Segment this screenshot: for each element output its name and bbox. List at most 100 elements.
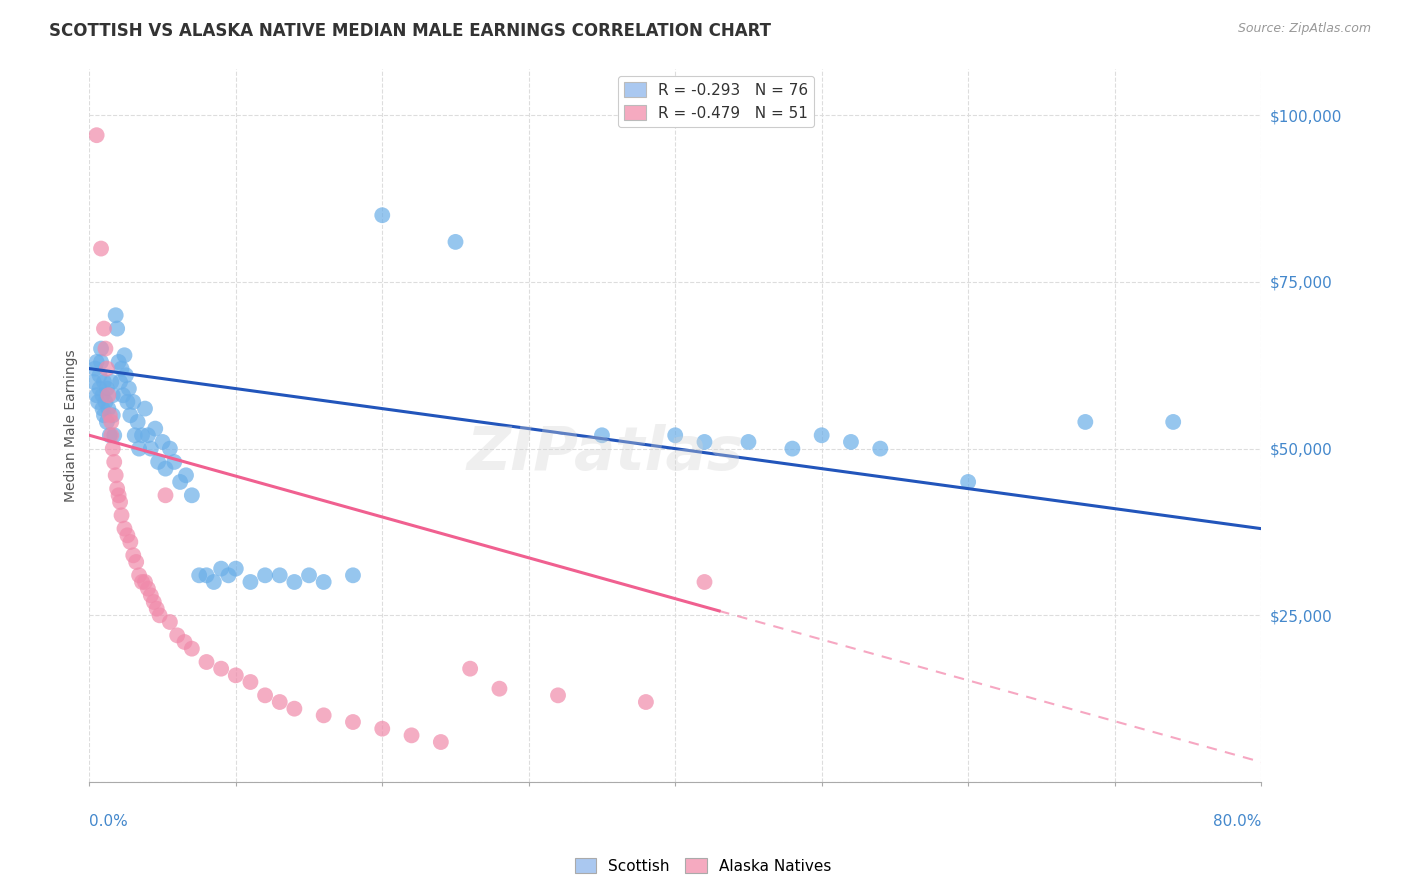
Point bbox=[101, 409, 124, 423]
Point bbox=[430, 735, 453, 749]
Point bbox=[209, 662, 232, 676]
Point bbox=[188, 568, 211, 582]
Point bbox=[114, 348, 136, 362]
Point bbox=[209, 561, 232, 575]
Point bbox=[225, 561, 247, 575]
Point bbox=[117, 528, 139, 542]
Point bbox=[89, 368, 111, 383]
Point bbox=[131, 428, 153, 442]
Point bbox=[634, 695, 657, 709]
Point bbox=[125, 555, 148, 569]
Point bbox=[120, 409, 142, 423]
Point bbox=[120, 535, 142, 549]
Point bbox=[371, 722, 394, 736]
Point bbox=[93, 321, 115, 335]
Point bbox=[283, 574, 305, 589]
Point bbox=[96, 361, 118, 376]
Point bbox=[693, 574, 716, 589]
Point bbox=[488, 681, 510, 696]
Point bbox=[94, 342, 117, 356]
Point bbox=[93, 375, 115, 389]
Point bbox=[117, 395, 139, 409]
Point bbox=[100, 375, 122, 389]
Point bbox=[139, 442, 162, 456]
Point bbox=[239, 675, 262, 690]
Point bbox=[128, 568, 150, 582]
Point bbox=[225, 668, 247, 682]
Point bbox=[239, 574, 262, 589]
Point bbox=[107, 355, 129, 369]
Point bbox=[90, 342, 112, 356]
Point bbox=[98, 428, 121, 442]
Point bbox=[458, 662, 481, 676]
Point bbox=[115, 368, 138, 383]
Point bbox=[91, 401, 114, 416]
Point bbox=[163, 455, 186, 469]
Point bbox=[173, 635, 195, 649]
Point bbox=[169, 475, 191, 489]
Point bbox=[312, 708, 335, 723]
Point bbox=[174, 468, 197, 483]
Point bbox=[283, 701, 305, 715]
Point bbox=[159, 442, 181, 456]
Point bbox=[108, 495, 131, 509]
Point bbox=[86, 128, 108, 143]
Point bbox=[98, 409, 121, 423]
Point bbox=[90, 242, 112, 256]
Point bbox=[101, 442, 124, 456]
Point bbox=[118, 382, 141, 396]
Point bbox=[152, 434, 174, 449]
Point bbox=[93, 409, 115, 423]
Point bbox=[89, 382, 111, 396]
Point bbox=[146, 455, 169, 469]
Point bbox=[100, 415, 122, 429]
Point bbox=[134, 574, 156, 589]
Point bbox=[342, 714, 364, 729]
Point bbox=[103, 428, 125, 442]
Point bbox=[839, 434, 862, 449]
Point bbox=[143, 422, 166, 436]
Point bbox=[83, 375, 105, 389]
Point bbox=[103, 455, 125, 469]
Point bbox=[97, 401, 120, 416]
Point bbox=[94, 395, 117, 409]
Text: 80.0%: 80.0% bbox=[1213, 814, 1261, 830]
Point bbox=[124, 428, 146, 442]
Point bbox=[254, 568, 277, 582]
Point bbox=[810, 428, 832, 442]
Point bbox=[96, 382, 118, 396]
Point bbox=[1161, 415, 1184, 429]
Text: 0.0%: 0.0% bbox=[90, 814, 128, 830]
Point bbox=[108, 375, 131, 389]
Point bbox=[111, 388, 134, 402]
Point bbox=[195, 655, 218, 669]
Point bbox=[342, 568, 364, 582]
Point bbox=[122, 549, 145, 563]
Point bbox=[155, 488, 177, 502]
Point bbox=[97, 388, 120, 402]
Point bbox=[145, 601, 167, 615]
Point bbox=[90, 355, 112, 369]
Point bbox=[269, 695, 291, 709]
Point bbox=[114, 522, 136, 536]
Point bbox=[127, 415, 149, 429]
Point bbox=[110, 508, 132, 523]
Point bbox=[100, 428, 122, 442]
Point bbox=[122, 395, 145, 409]
Point bbox=[371, 208, 394, 222]
Y-axis label: Median Male Earnings: Median Male Earnings bbox=[65, 349, 79, 501]
Point bbox=[782, 442, 804, 456]
Point bbox=[166, 628, 188, 642]
Point bbox=[1074, 415, 1097, 429]
Point bbox=[104, 468, 127, 483]
Point bbox=[87, 395, 110, 409]
Point bbox=[693, 434, 716, 449]
Text: SCOTTISH VS ALASKA NATIVE MEDIAN MALE EARNINGS CORRELATION CHART: SCOTTISH VS ALASKA NATIVE MEDIAN MALE EA… bbox=[49, 22, 772, 40]
Text: Source: ZipAtlas.com: Source: ZipAtlas.com bbox=[1237, 22, 1371, 36]
Point bbox=[104, 308, 127, 322]
Point bbox=[101, 388, 124, 402]
Point bbox=[86, 388, 108, 402]
Point bbox=[254, 689, 277, 703]
Point bbox=[105, 482, 128, 496]
Point bbox=[591, 428, 613, 442]
